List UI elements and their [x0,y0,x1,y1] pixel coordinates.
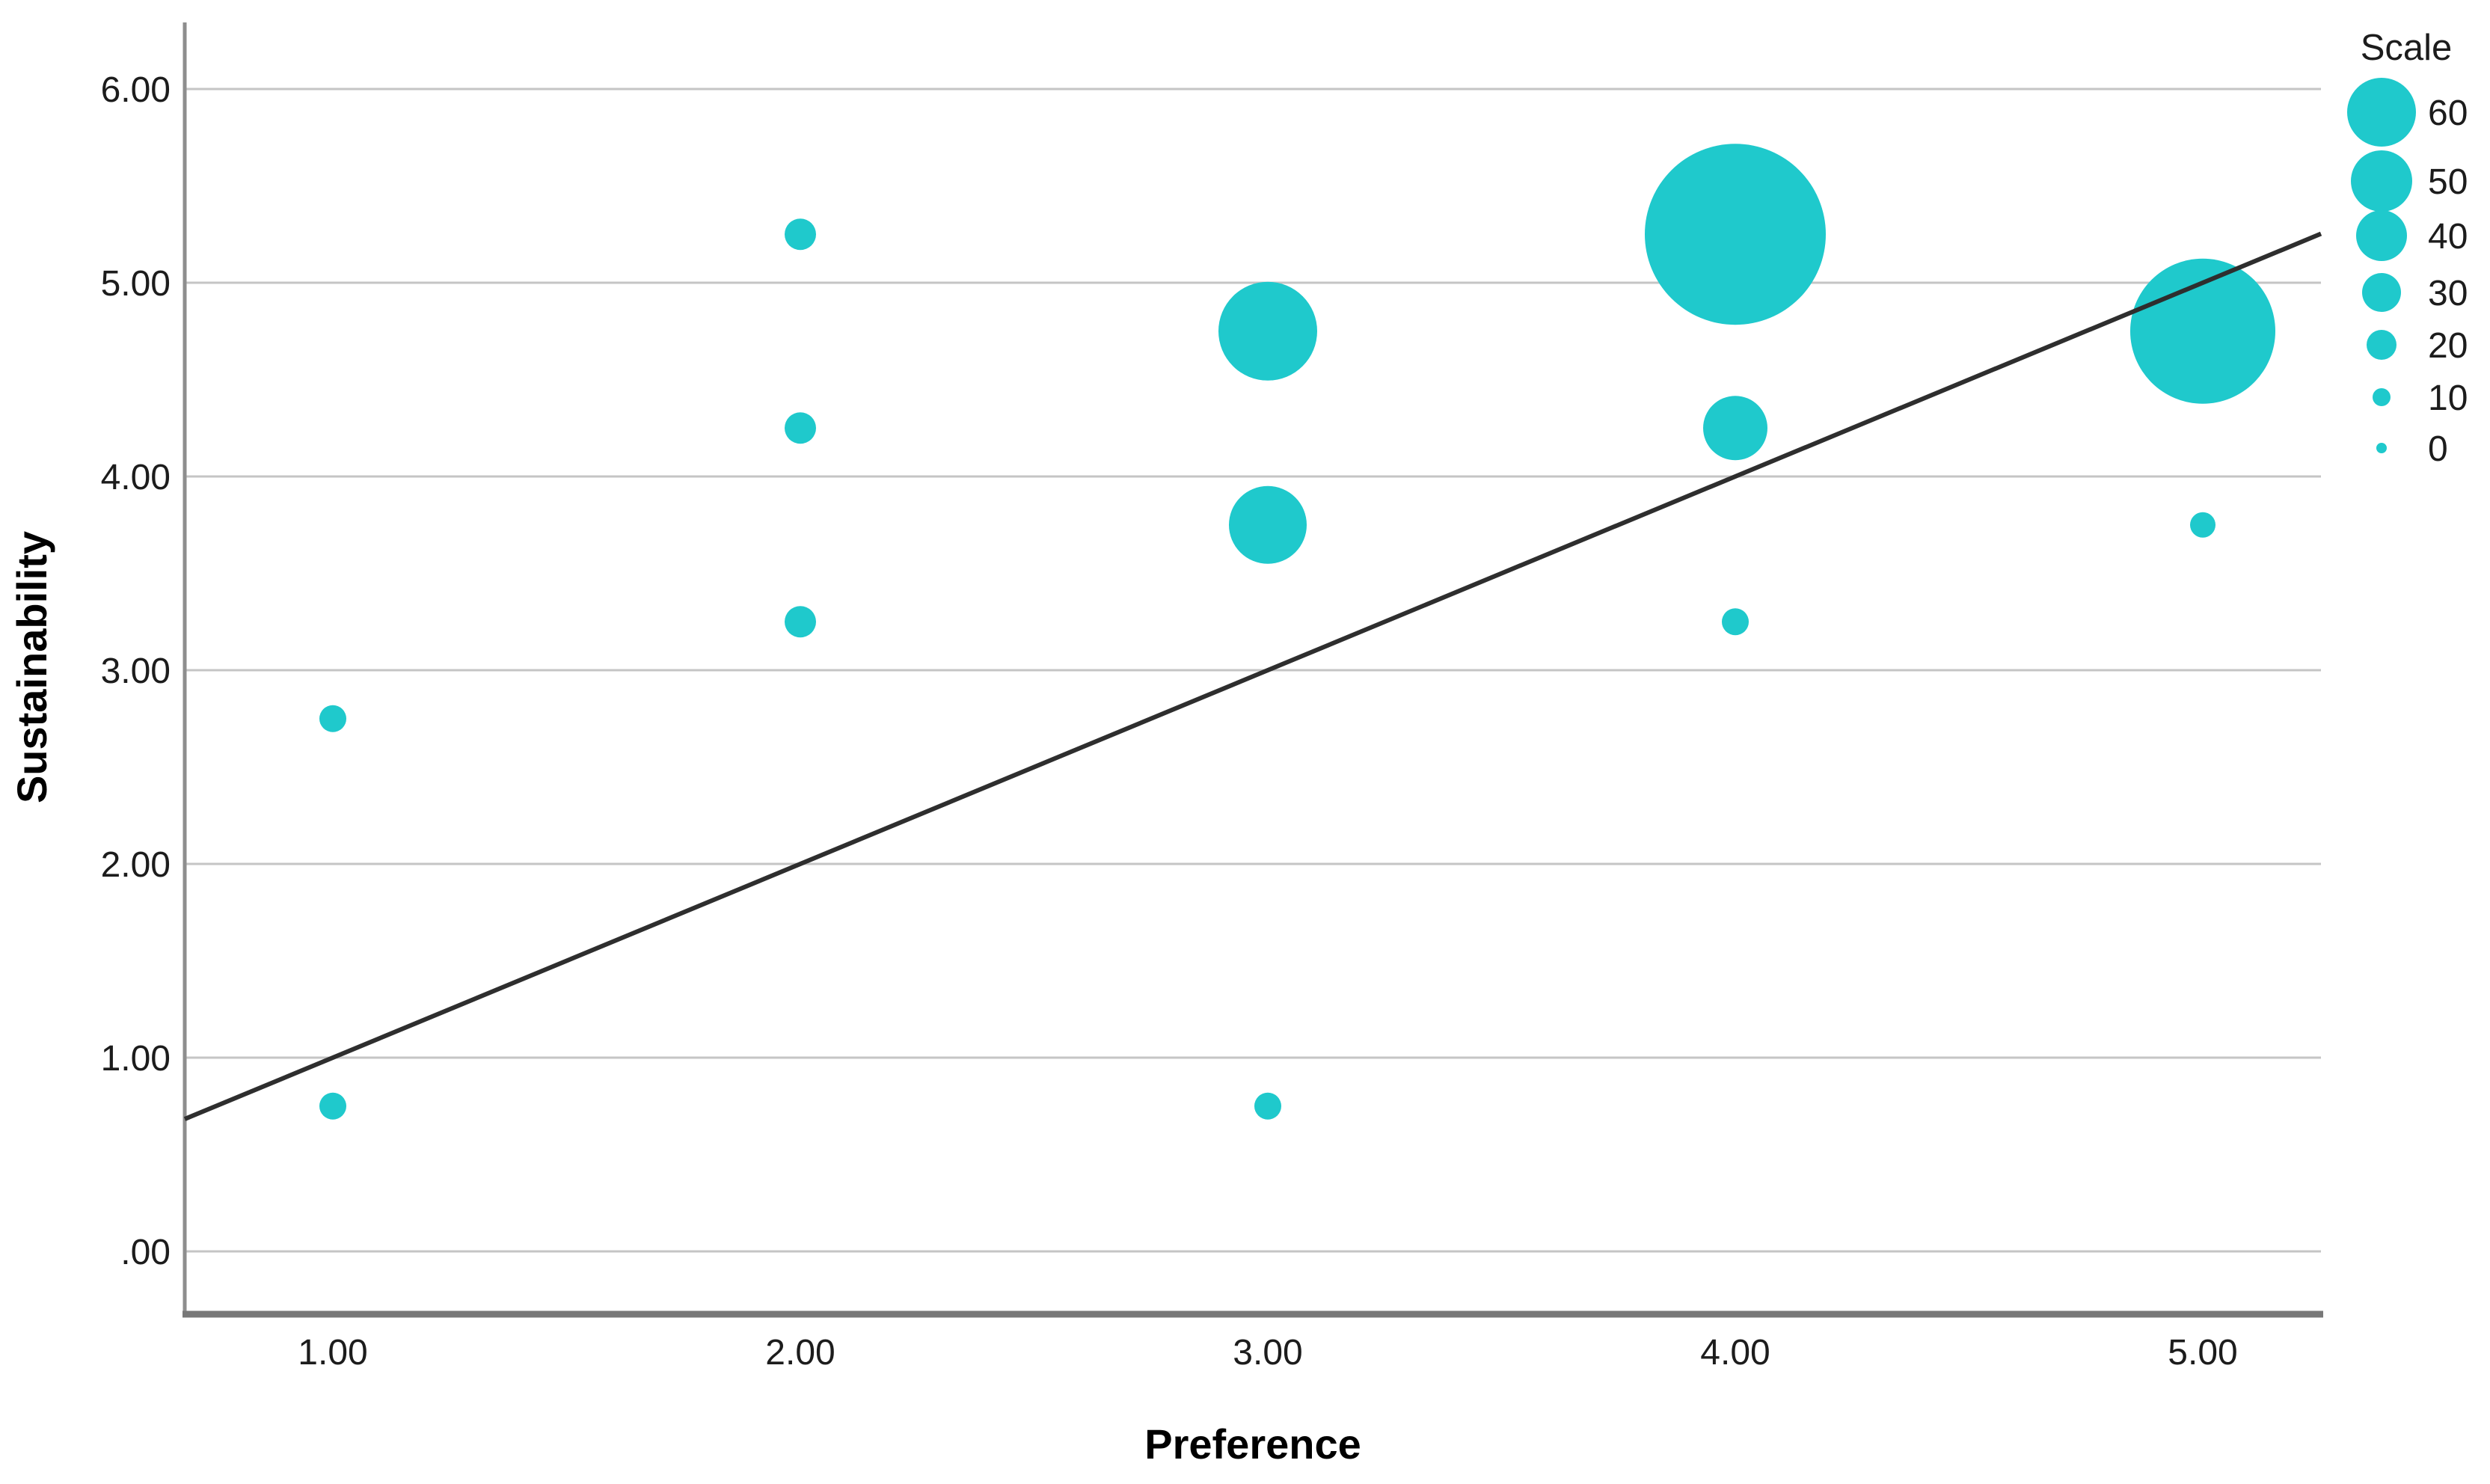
legend-label-30: 30 [2428,274,2468,313]
legend-bubble-20 [2367,330,2397,360]
legend-label-50: 50 [2428,162,2468,202]
x-tick-label-4.00: 4.00 [1700,1333,1770,1373]
data-bubble-1-0.75 [319,1092,346,1120]
y-axis-tick-labels: .00 1.00 2.00 3.00 4.00 5.00 6.00 [101,70,171,1272]
legend-bubble-60 [2347,78,2416,147]
legend-row-30: 30 [2362,273,2468,313]
data-bubble-4-5.25 [1645,144,1826,325]
x-tick-label-2.00: 2.00 [765,1333,835,1373]
legend-label-0: 0 [2428,429,2448,469]
axes [183,22,2323,1318]
y-tick-label-6.00: 6.00 [101,70,171,110]
legend-bubble-10 [2373,388,2391,406]
size-legend: Scale 60 50 40 30 20 10 0 [2347,28,2468,469]
fit-line [183,231,2322,1121]
legend-bubble-30 [2362,273,2401,312]
x-axis-title: Preference [1144,1420,1361,1468]
legend-row-50: 50 [2351,150,2468,212]
legend-row-10: 10 [2373,378,2468,418]
data-bubble-5-4.75 [2130,258,2275,404]
data-bubble-4-3.25 [1722,608,1749,636]
legend-label-20: 20 [2428,326,2468,366]
legend-label-40: 40 [2428,217,2468,257]
legend-row-20: 20 [2367,326,2468,366]
legend-row-40: 40 [2356,210,2468,261]
y-tick-label-3.00: 3.00 [101,651,171,691]
data-bubble-5-3.75 [2190,512,2215,538]
y-tick-label-2.00: 2.00 [101,845,171,885]
y-tick-label-.00: .00 [120,1233,171,1272]
gridlines [185,88,2321,1253]
data-bubble-2-4.25 [785,412,816,444]
y-tick-label-5.00: 5.00 [101,264,171,304]
x-tick-label-3.00: 3.00 [1233,1333,1302,1373]
legend-rows: 60 50 40 30 20 10 0 [2347,78,2468,469]
y-axis-title: Sustainability [8,531,55,803]
data-bubble-2-3.25 [785,606,816,638]
data-bubble-4-4.25 [1703,396,1767,461]
legend-row-60: 60 [2347,78,2468,147]
x-tick-label-5.00: 5.00 [2168,1333,2237,1373]
x-axis-tick-labels: 1.00 2.00 3.00 4.00 5.00 [298,1333,2237,1373]
data-bubble-3-4.75 [1218,281,1317,381]
data-bubbles [319,144,2275,1120]
legend-bubble-50 [2351,150,2412,212]
legend-label-10: 10 [2428,378,2468,418]
data-bubble-3-0.75 [1254,1092,1281,1120]
legend-title: Scale [2361,28,2453,68]
data-bubble-2-5.25 [785,218,816,251]
x-tick-label-1.00: 1.00 [298,1333,367,1373]
legend-bubble-40 [2356,210,2407,261]
legend-label-60: 60 [2428,93,2468,133]
legend-row-0: 0 [2376,429,2448,469]
data-bubble-1-2.75 [319,705,346,732]
regression-fit-line [183,231,2322,1121]
data-bubble-3-3.75 [1229,485,1307,564]
legend-bubble-0 [2376,443,2387,453]
y-tick-label-4.00: 4.00 [101,458,171,497]
y-tick-label-1.00: 1.00 [101,1039,171,1079]
